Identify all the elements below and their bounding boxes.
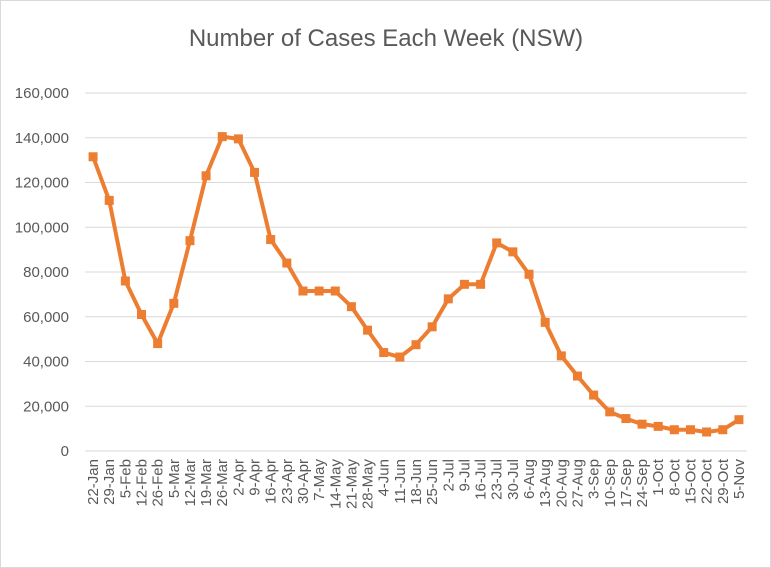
y-tick-label: 140,000 <box>15 130 69 147</box>
data-point <box>330 286 340 296</box>
x-tick-label: 23-Apr <box>279 459 296 504</box>
x-tick-label: 22-Oct <box>699 458 716 504</box>
data-point <box>605 407 615 417</box>
data-point <box>411 340 421 350</box>
x-tick-label: 16-Jul <box>473 459 490 500</box>
x-tick-label: 15-Oct <box>682 458 699 504</box>
data-point <box>702 427 712 437</box>
data-point <box>233 134 243 144</box>
x-tick-label: 25-Jun <box>424 459 441 505</box>
x-tick-label: 26-Mar <box>214 459 231 507</box>
x-tick-label: 13-Aug <box>537 459 554 507</box>
x-tick-label: 12-Feb <box>134 459 151 507</box>
data-point <box>104 195 114 205</box>
data-point <box>589 390 599 400</box>
data-point <box>427 322 437 332</box>
chart-title: Number of Cases Each Week (NSW) <box>189 25 583 52</box>
x-tick-label: 29-Oct <box>715 458 732 504</box>
x-tick-label: 10-Sep <box>602 459 619 507</box>
data-point <box>250 167 260 177</box>
x-tick-label: 5-Mar <box>166 459 183 498</box>
data-point <box>217 132 227 142</box>
x-tick-label: 30-Apr <box>295 459 312 504</box>
series-line <box>91 134 741 434</box>
x-tick-label: 6-Aug <box>521 459 538 499</box>
data-point <box>298 286 308 296</box>
y-axis-tick-labels: 0 20,000 40,000 60,000 80,000 100,000 120,000 1… <box>15 85 69 460</box>
x-tick-label: 16-Apr <box>263 459 280 504</box>
data-point <box>524 269 534 279</box>
y-tick-label: 40,000 <box>23 354 69 371</box>
data-point <box>88 152 98 162</box>
x-tick-label: 28-May <box>360 459 377 510</box>
x-tick-label: 24-Sep <box>634 459 651 507</box>
x-tick-label: 5-Nov <box>731 459 748 500</box>
data-point <box>346 302 356 312</box>
data-point <box>266 235 276 245</box>
series-cases <box>88 132 744 437</box>
x-tick-label: 18-Jun <box>408 459 425 505</box>
data-point <box>363 325 373 335</box>
x-tick-label: 19-Mar <box>198 459 215 507</box>
data-point <box>685 425 695 435</box>
data-point <box>718 425 728 435</box>
x-tick-label: 14-May <box>327 459 344 510</box>
gridlines <box>85 92 747 452</box>
x-tick-label: 3-Sep <box>586 459 603 499</box>
data-point <box>185 236 195 246</box>
x-tick-label: 21-May <box>343 459 360 510</box>
x-tick-label: 11-Jun <box>392 459 409 504</box>
x-tick-label: 4-Jun <box>376 459 393 497</box>
x-tick-label: 8-Oct <box>666 458 683 496</box>
data-point <box>169 298 179 308</box>
y-tick-label: 80,000 <box>23 264 69 281</box>
data-point <box>120 276 130 286</box>
data-point <box>443 294 453 304</box>
y-tick-label: 20,000 <box>23 398 69 415</box>
x-axis-tick-labels: 22-Jan 29-Jan 5-Feb 12-Feb 26-Feb 5-Mar 12-Mar… <box>85 458 748 509</box>
data-point <box>669 425 679 435</box>
data-point <box>314 286 324 296</box>
x-tick-label: 26-Feb <box>150 459 167 507</box>
data-point <box>508 247 518 257</box>
data-point <box>492 238 502 248</box>
data-point <box>621 414 631 424</box>
y-tick-label: 0 <box>61 443 69 460</box>
data-point <box>734 415 744 425</box>
x-tick-label: 5-Feb <box>117 459 134 498</box>
x-tick-label: 23-Jul <box>489 459 506 500</box>
data-point <box>379 348 389 358</box>
data-point <box>653 421 663 431</box>
x-tick-label: 20-Aug <box>553 459 570 507</box>
data-point <box>153 339 163 349</box>
x-tick-label: 27-Aug <box>569 459 586 507</box>
x-tick-label: 30-Jul <box>505 459 522 500</box>
x-tick-label: 9-Jul <box>456 459 473 492</box>
y-tick-label: 120,000 <box>15 175 69 192</box>
y-tick-label: 160,000 <box>15 85 69 102</box>
y-tick-label: 100,000 <box>15 219 69 236</box>
data-point <box>137 310 147 320</box>
x-tick-label: 2-Apr <box>230 459 247 496</box>
data-point <box>637 419 647 429</box>
x-tick-label: 12-Mar <box>182 459 199 507</box>
data-point <box>572 371 582 381</box>
data-point <box>282 258 292 268</box>
x-tick-label: 22-Jan <box>85 459 102 505</box>
x-tick-label: 17-Sep <box>618 459 635 507</box>
y-tick-label: 60,000 <box>23 309 69 326</box>
x-tick-label: 9-Apr <box>247 459 264 496</box>
x-tick-label: 7-May <box>311 459 328 501</box>
data-point <box>556 351 566 361</box>
data-point <box>459 279 469 289</box>
data-point <box>201 171 211 181</box>
data-point <box>540 317 550 327</box>
x-tick-label: 2-Jul <box>440 459 457 492</box>
x-tick-label: 1-Oct <box>650 458 667 496</box>
data-point <box>395 352 405 362</box>
x-tick-label: 29-Jan <box>101 459 118 505</box>
data-point <box>476 279 486 289</box>
